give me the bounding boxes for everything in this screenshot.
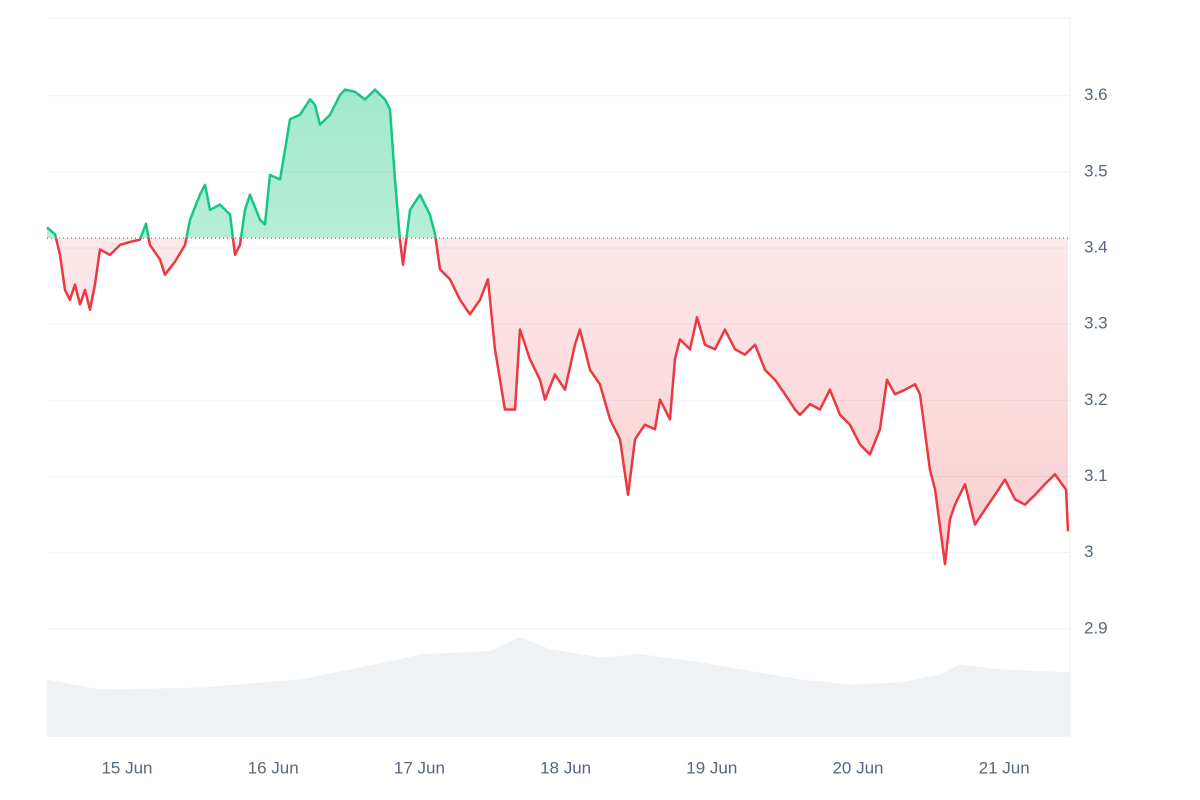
x-tick-label: 17 Jun [394, 758, 445, 777]
price-line-up [46, 88, 437, 239]
y-tick-label: 3.3 [1084, 314, 1108, 333]
y-tick-label: 2.9 [1084, 618, 1108, 637]
x-tick-label: 21 Jun [979, 758, 1030, 777]
volume-area [47, 637, 1070, 737]
x-tick-label: 15 Jun [101, 758, 152, 777]
y-tick-label: 3 [1084, 542, 1093, 561]
area-down [47, 238, 1068, 565]
y-tick-label: 3.2 [1084, 390, 1108, 409]
x-tick-label: 16 Jun [248, 758, 299, 777]
y-tick-label: 3.5 [1084, 161, 1108, 180]
x-tick-label: 19 Jun [686, 758, 737, 777]
x-tick-label: 18 Jun [540, 758, 591, 777]
price-line-down [54, 238, 1070, 566]
area-up [47, 89, 436, 239]
y-tick-label: 3.6 [1084, 85, 1108, 104]
y-tick-label: 3.4 [1084, 238, 1108, 257]
x-tick-label: 20 Jun [832, 758, 883, 777]
y-tick-label: 3.1 [1084, 466, 1108, 485]
